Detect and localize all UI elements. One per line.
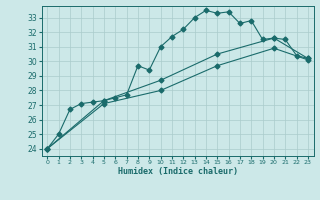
X-axis label: Humidex (Indice chaleur): Humidex (Indice chaleur) (118, 167, 237, 176)
